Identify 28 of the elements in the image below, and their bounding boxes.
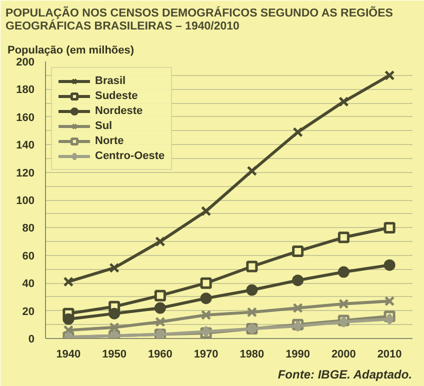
x-tick-label: 1960 [148, 348, 172, 360]
x-tick-label: 1940 [56, 348, 81, 360]
x-tick-label: 1970 [194, 348, 218, 360]
x-tick-label: 2010 [377, 348, 402, 360]
legend-label: Nordeste [95, 104, 143, 118]
x-tick-label: 1990 [286, 348, 310, 360]
legend-label: Norte [95, 134, 124, 148]
legend-label: Brasil [95, 74, 126, 88]
y-tick-label: 200 [16, 56, 35, 68]
legend-label: Sudeste [95, 89, 138, 103]
y-axis-title: População (em milhões) [8, 44, 134, 56]
source-note: Fonte: IBGE. Adaptado. [278, 368, 412, 382]
y-tick-label: 0 [28, 334, 35, 346]
x-tick-label: 2000 [331, 348, 356, 360]
y-tick-label: 40 [22, 278, 35, 290]
legend-label: Centro-Oeste [95, 149, 165, 163]
y-tick-label: 160 [16, 112, 35, 124]
x-tick-label: 1950 [102, 348, 127, 360]
y-tick-label: 80 [22, 222, 35, 235]
y-tick-label: 120 [16, 167, 35, 180]
y-tick-label: 60 [22, 250, 35, 262]
x-tick-label: 1980 [240, 348, 264, 360]
chart-title: POPULAÇÃO NOS CENSOS DEMOGRÁFICOS SEGUNDO AS REGIÕES GEOGRÁFICAS BRASILEIRAS – 1940/2010 [6, 5, 394, 32]
y-tick-label: 20 [22, 306, 35, 318]
y-tick-label: 140 [16, 140, 35, 152]
legend-label: Sul [95, 119, 114, 133]
y-tick-label: 100 [16, 195, 35, 207]
y-tick-label: 180 [16, 84, 35, 96]
